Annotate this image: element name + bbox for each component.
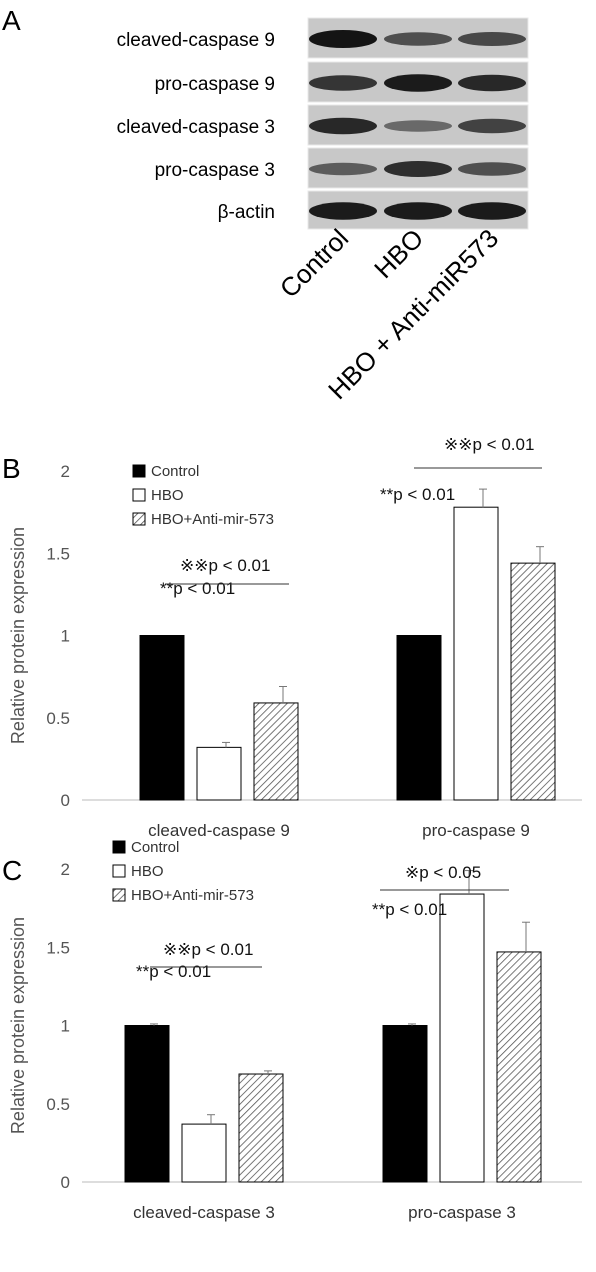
blot-band: [458, 74, 526, 92]
y-axis-label: Relative protein expression: [8, 527, 28, 744]
blot-band: [384, 161, 452, 177]
legend-label: HBO: [131, 863, 164, 880]
bar-hbo-anti-mir-573: [496, 951, 542, 1183]
legend-label: HBO+Anti-mir-573: [131, 887, 254, 904]
blot-row-label: pro-caspase 3: [155, 160, 275, 181]
bar-chart-caspase-9: B 0 0.5 1 1.5 2 Relative protein expression cl…: [2, 435, 582, 840]
category-label: pro-caspase 9: [422, 821, 530, 840]
blot-band: [309, 202, 377, 220]
legend-label: Control: [131, 839, 179, 856]
bar-hbo: [181, 1123, 227, 1183]
blot-row-label: cleaved-caspase 3: [117, 117, 275, 138]
blot-row-label: pro-caspase 9: [155, 74, 275, 95]
blot-band: [458, 202, 526, 220]
legend-swatch: [112, 840, 126, 854]
bar-hbo: [453, 506, 499, 801]
significance-annotation: **p < 0.01: [380, 485, 455, 504]
panel-c-letter: C: [2, 855, 22, 886]
blot-band: [458, 118, 526, 134]
bar-hbo-anti-mir-573: [238, 1073, 284, 1183]
legend-label: Control: [151, 463, 199, 480]
bar-chart-caspase-3: C 0 0.5 1 1.5 2 Relative protein expression cl…: [2, 839, 582, 1222]
blot-band: [309, 75, 377, 91]
significance-annotation: ※※p < 0.01: [444, 435, 534, 454]
blot-band: [309, 162, 377, 176]
blot-band: [309, 117, 377, 135]
y-tick-label: 0: [61, 791, 70, 810]
lane-label: HBO: [368, 223, 429, 284]
bar-control: [139, 635, 185, 801]
bar-hbo: [439, 893, 485, 1183]
legend-swatch: [112, 864, 126, 878]
blot-band: [384, 202, 452, 220]
blot-band: [384, 74, 452, 92]
y-tick-label: 2: [61, 860, 70, 879]
y-tick-label: 0.5: [46, 709, 70, 728]
bar-hbo-anti-mir-573: [510, 562, 556, 801]
category-label: cleaved-caspase 3: [133, 1203, 275, 1222]
blot-band: [384, 32, 452, 46]
bar-control: [396, 635, 442, 801]
panel-b-letter: B: [2, 453, 21, 484]
y-tick-label: 0.5: [46, 1095, 70, 1114]
blot-row-label: cleaved-caspase 9: [117, 30, 275, 51]
significance-annotation: ※※p < 0.01: [180, 556, 270, 575]
y-tick-label: 1: [61, 627, 70, 646]
legend-swatch: [132, 512, 146, 526]
blot-band: [458, 162, 526, 176]
y-tick-label: 0: [61, 1173, 70, 1192]
legend-swatch: [132, 464, 146, 478]
bar-hbo-anti-mir-573: [253, 702, 299, 801]
bar-control: [382, 1025, 428, 1183]
y-axis-label: Relative protein expression: [8, 917, 28, 1134]
blot-band: [458, 32, 526, 46]
blot-rows: cleaved-caspase 9 pro-caspase 9 cleaved-ca…: [117, 17, 529, 230]
y-tick-label: 1.5: [46, 938, 70, 957]
bar-hbo: [196, 746, 242, 801]
legend-swatch: [132, 488, 146, 502]
legend-label: HBO: [151, 487, 184, 504]
panel-a-letter: A: [2, 5, 21, 36]
category-label: pro-caspase 3: [408, 1203, 516, 1222]
y-tick-label: 1.5: [46, 544, 70, 563]
significance-annotation: ※※p < 0.01: [163, 940, 253, 959]
legend-swatch: [112, 888, 126, 902]
category-label: cleaved-caspase 9: [148, 821, 290, 840]
significance-annotation: **p < 0.01: [136, 962, 211, 981]
significance-annotation: **p < 0.01: [372, 900, 447, 919]
lane-label: Control: [274, 223, 354, 303]
legend-label: HBO+Anti-mir-573: [151, 511, 274, 528]
significance-annotation: ※p < 0.05: [405, 863, 481, 882]
y-tick-label: 2: [61, 462, 70, 481]
y-tick-label: 1: [61, 1017, 70, 1036]
blot-row-label: β-actin: [218, 202, 275, 223]
blot-band: [309, 30, 377, 48]
significance-annotation: **p < 0.01: [160, 579, 235, 598]
blot-band: [384, 120, 452, 132]
bar-control: [124, 1025, 170, 1183]
